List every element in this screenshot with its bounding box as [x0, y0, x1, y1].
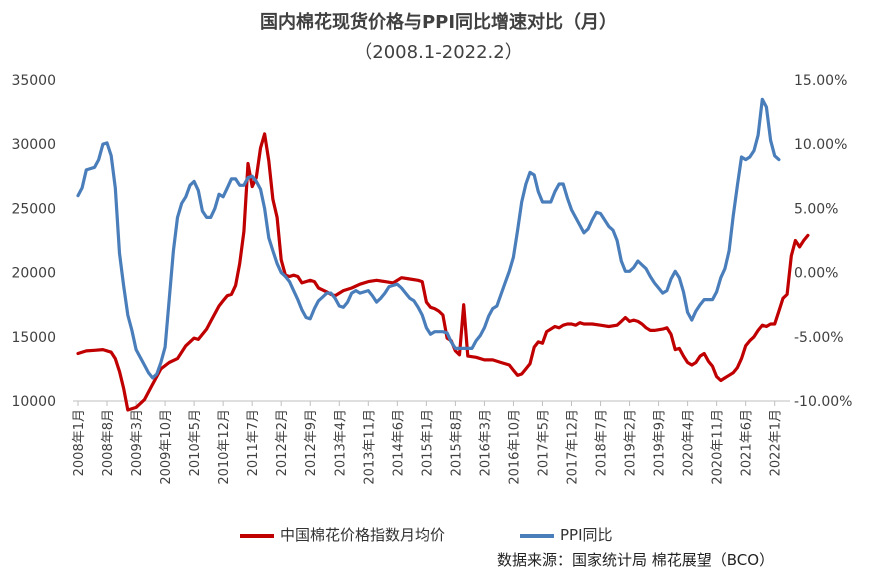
x-tick-label: 2015年8月: [449, 409, 464, 476]
x-tick-label: 2010年5月: [188, 409, 203, 476]
y-right-tick-label: 5.00%: [794, 201, 838, 217]
x-tick-label: 2017年12月: [566, 409, 581, 485]
y-left-tick-label: 25000: [11, 201, 56, 217]
x-tick-label: 2008年8月: [101, 409, 116, 476]
x-tick-label: 2019年2月: [624, 409, 639, 476]
y-right-tick-label: 15.00%: [794, 73, 847, 89]
y-right-tick-label: 0.00%: [794, 266, 838, 282]
x-tick-label: 2022年1月: [769, 409, 784, 476]
y-left-tick-label: 20000: [11, 266, 56, 282]
y-right-tick-label: -5.00%: [794, 330, 844, 346]
chart-subtitle: （2008.1-2022.2）: [354, 42, 523, 63]
x-tick-label: 2020年4月: [682, 409, 697, 476]
x-tick-label: 2016年3月: [478, 409, 493, 476]
x-tick-label: 2012年2月: [275, 409, 290, 476]
legend-label-cotton-price: 中国棉花价格指数月均价: [280, 526, 446, 544]
x-tick-label: 2020年11月: [711, 409, 726, 485]
x-tick-label: 2009年3月: [130, 409, 145, 476]
x-tick-label: 2016年10月: [507, 409, 522, 485]
y-left-tick-label: 35000: [11, 73, 56, 89]
x-tick-label: 2021年6月: [740, 409, 755, 476]
legend-item-cotton-price: 中国棉花价格指数月均价: [240, 524, 445, 545]
data-source-note: 数据来源：国家统计局 棉花展望（BCO）: [497, 551, 775, 569]
x-tick-label: 2013年4月: [333, 409, 348, 476]
x-tick-label: 2009年10月: [159, 409, 174, 485]
legend-swatch-ppi: [520, 533, 554, 538]
y-right-tick-label: -10.00%: [794, 394, 852, 410]
y-left-tick-label: 10000: [11, 394, 56, 410]
chart-title: 国内棉花现货价格与PPI同比增速对比（月）: [259, 12, 618, 33]
x-tick-label: 2017年5月: [536, 409, 551, 476]
x-tick-label: 2019年9月: [653, 409, 668, 476]
legend-label-ppi: PPI同比: [560, 526, 613, 544]
x-tick-label: 2013年11月: [362, 409, 377, 485]
x-tick-label: 2014年6月: [391, 409, 406, 476]
x-tick-label: 2015年1月: [420, 409, 435, 476]
legend-item-ppi: PPI同比: [520, 524, 613, 545]
x-tick-label: 2018年7月: [595, 409, 610, 476]
y-right-tick-label: 10.00%: [794, 137, 847, 153]
series-line-cotton-price: [76, 132, 810, 412]
x-tick-label: 2011年7月: [246, 409, 261, 476]
y-left-tick-label: 30000: [11, 137, 56, 153]
x-tick-label: 2012年9月: [304, 409, 319, 476]
x-tick-label: 2010年12月: [217, 409, 232, 485]
y-left-tick-label: 15000: [11, 330, 56, 346]
series-line-ppi: [76, 97, 781, 380]
x-tick-label: 2008年1月: [72, 409, 87, 476]
legend-swatch-cotton-price: [240, 533, 274, 538]
